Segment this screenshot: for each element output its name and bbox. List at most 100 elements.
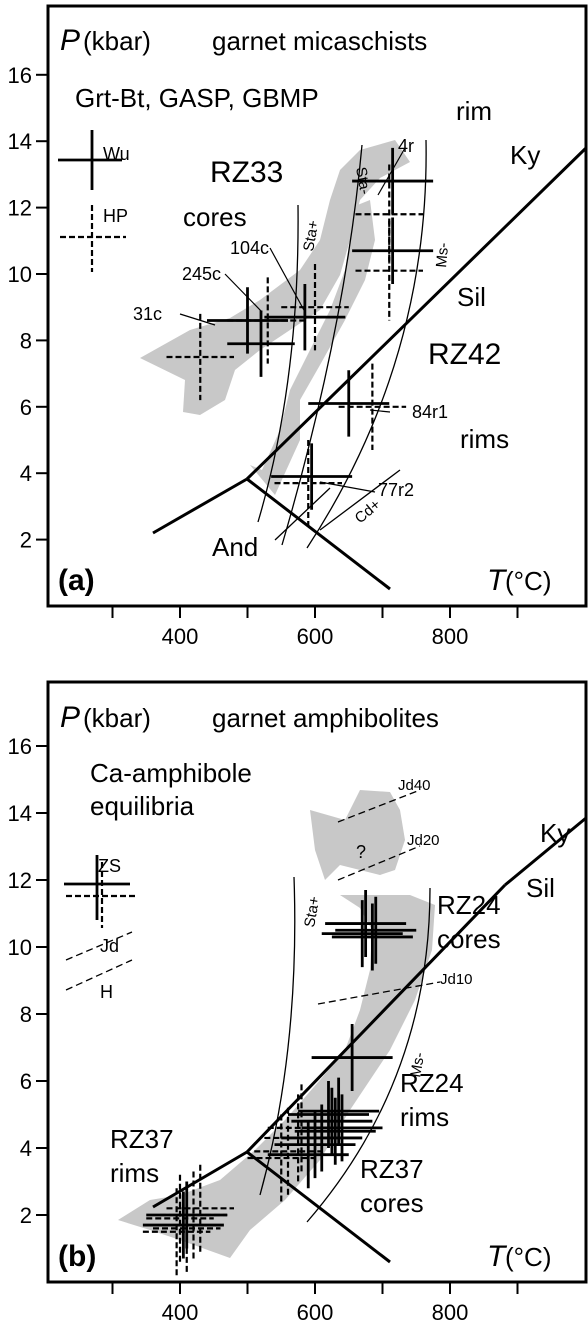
data-point-84r1 (338, 363, 407, 450)
xlabel-symbol-a: T (487, 564, 508, 597)
legend-h-line (65, 959, 133, 991)
ylabel-unit-a: (kbar) (83, 26, 151, 56)
legend-hp-cross (60, 205, 126, 272)
legend-wu-cross (58, 130, 122, 190)
xlabel-unit-b: (°C) (505, 1242, 552, 1272)
xlabel-unit-a: (°C) (505, 566, 552, 596)
reaction-label-sil-b: Sil (526, 873, 555, 903)
reaction-label-ms-minus-b: Ms- (407, 1051, 428, 1079)
ky-sil-line (245, 146, 588, 481)
axes-a: 2 4 6 8 10 12 14 16 400 600 800 (8, 63, 519, 649)
reaction-label-jd40: Jd40 (398, 777, 431, 794)
reaction-label-rim: rim (456, 96, 492, 126)
sample-label-cores-b1: cores (437, 924, 501, 954)
title-a: garnet micaschists (212, 26, 427, 56)
y-tick-label: 16 (8, 734, 32, 759)
data-point-zs (335, 896, 417, 964)
data-point-jd (267, 1084, 336, 1172)
reaction-lines-b (65, 789, 587, 1264)
data-point-77r2 (271, 443, 353, 510)
sample-label-rims-a: rims (460, 424, 509, 454)
y-tick-label: 14 (8, 129, 32, 154)
label-leader-and (274, 487, 331, 541)
data-point-jd (247, 1114, 315, 1202)
legend-zs-cross (64, 855, 136, 928)
data-point-zs (325, 890, 407, 958)
sample-label-rims-b2: rims (110, 1158, 159, 1188)
ylabel-unit-b: (kbar) (83, 703, 151, 733)
panel-letter-b: (b) (58, 1240, 96, 1273)
data-point-245c (227, 277, 309, 364)
legend-label-h: H (100, 982, 113, 1002)
ylabel-symbol-b: P (60, 701, 80, 734)
legend-label-zs: ZS (98, 856, 121, 876)
jd40-line (337, 789, 421, 823)
and-ky-line (152, 477, 248, 535)
label-leaders-a (179, 147, 406, 493)
point-label-77r2: 77r2 (378, 480, 414, 500)
reaction-label-sta-plus-a: Sta+ (300, 219, 322, 253)
method-text-a: Grt-Bt, GASP, GBMP (75, 83, 319, 113)
data-points-b (142, 890, 417, 1276)
panel-letter-a: (a) (58, 564, 95, 597)
data-point-104c (264, 283, 346, 351)
title-b: garnet amphibolites (212, 703, 439, 733)
data-point-zs (331, 903, 413, 971)
data-point-245c (227, 310, 295, 377)
data-point-77r2 (274, 440, 342, 527)
and-sil-line (246, 477, 391, 591)
sample-label-rz42: RZ42 (428, 338, 501, 371)
point-label-31c: 31c (133, 304, 162, 324)
panel-a: 2 4 6 8 10 12 14 16 400 600 800 P (kbar) garnet mi… (8, 4, 588, 649)
data-point-4r (352, 217, 434, 284)
data-point-zs (142, 1191, 224, 1259)
y-tick-label: 8 (20, 328, 32, 353)
x-tick-label: 800 (432, 624, 469, 649)
data-point-84r1 (308, 370, 390, 437)
sample-label-rz24-cores: RZ24 (437, 890, 501, 920)
data-point-jd (254, 1107, 322, 1195)
axes-b: 2 4 6 8 10 12 14 16 400 600 800 (8, 734, 519, 1325)
sta-minus-line (281, 144, 363, 546)
ylabel-symbol-a: P (60, 24, 80, 57)
y-tick-label: 4 (20, 1136, 32, 1161)
y-tick-label: 6 (20, 1069, 32, 1094)
sample-label-rz33: RZ33 (210, 156, 283, 189)
reaction-label-ky-a: Ky (510, 140, 540, 170)
pt-path-upper-arrow (310, 790, 405, 880)
data-point-zs (146, 1181, 228, 1249)
data-point-zs (311, 1024, 393, 1092)
y-tick-label: 14 (8, 801, 32, 826)
data-point-4r (355, 164, 423, 265)
y-tick-label: 6 (20, 395, 32, 420)
y-tick-label: 8 (20, 1002, 32, 1027)
reaction-label-and: And (212, 532, 258, 562)
and-sil-line-b (246, 1150, 391, 1264)
legend-label-wu: Wu (103, 144, 130, 164)
sta-plus-line-b (259, 876, 296, 1196)
reaction-label-ky-b: Ky (540, 818, 570, 848)
data-point-jd (146, 1174, 214, 1262)
pt-path-rz33 (140, 140, 410, 415)
data-point-104c (281, 264, 349, 351)
x-tick-label: 400 (162, 624, 199, 649)
data-point-jd (264, 1094, 332, 1182)
ms-minus-line (306, 139, 427, 549)
reaction-label-question: ? (356, 842, 366, 862)
y-tick-label: 10 (8, 935, 32, 960)
data-points-a (166, 147, 434, 527)
data-point-zs (321, 900, 403, 968)
jd20-line (337, 845, 421, 881)
reaction-label-cd-plus: Cd+ (352, 496, 385, 527)
ms-minus-line-b (306, 887, 431, 1223)
sample-label-cores-a: cores (183, 202, 247, 232)
sample-label-rims-b1: rims (400, 1102, 449, 1132)
data-point-zs (298, 1077, 380, 1145)
y-tick-label: 10 (8, 262, 32, 287)
y-tick-label: 12 (8, 196, 32, 221)
plot-frame-b (46, 680, 588, 1284)
x-tick-label: 800 (432, 1300, 469, 1325)
data-point-4r (352, 147, 434, 215)
ky-sil-line-b (245, 883, 507, 1154)
data-point-jd (166, 1164, 234, 1252)
